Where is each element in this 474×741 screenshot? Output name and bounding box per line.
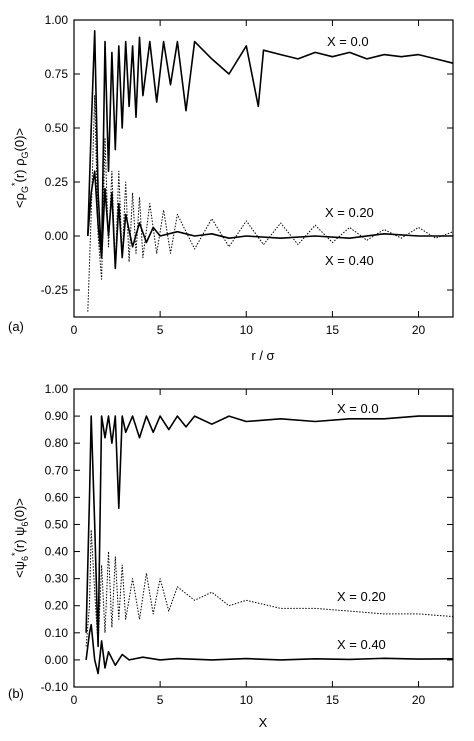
panel-b: 0 5 10 15 20 -0.10 0.00 0.10 0.20 0.30 0.40 0.50 0.6… xyxy=(8,382,454,730)
b-y-tick-label: 0.40 xyxy=(45,545,69,559)
a-series xyxy=(87,29,454,312)
a-y-tick-label: 1.00 xyxy=(45,13,69,27)
a-ylabel-part-1: G xyxy=(20,186,30,193)
b-series-x040 xyxy=(85,623,454,675)
a-series-x00 xyxy=(87,29,454,259)
b-series xyxy=(85,415,454,675)
b-y-tick-label: 0.00 xyxy=(45,653,69,667)
a-ticks: 0 5 10 15 20 -0.25 0.00 0.25 0.50 0.75 1.00 xyxy=(41,13,453,337)
b-y-tick-label: 0.50 xyxy=(45,517,69,531)
b-ylabel-part-5: (0)> xyxy=(12,498,27,521)
a-ylabel-part-3: (r) ρ xyxy=(12,158,27,182)
a-y-axis-label: <ρG*(r) ρG(0)> xyxy=(10,128,30,208)
b-x-tick-label: 20 xyxy=(412,693,426,707)
b-x-tick-label: 10 xyxy=(240,693,254,707)
a-x-tick-label: 15 xyxy=(326,323,340,337)
b-y-axis-label: <ψ6*(r) ψ6(0)> xyxy=(10,498,30,578)
b-y-tick-label: 0.90 xyxy=(45,409,69,423)
a-ylabel-part-4: G xyxy=(20,151,30,158)
b-x-tick-label: 15 xyxy=(326,693,340,707)
b-y-tick-label: 0.60 xyxy=(45,490,69,504)
a-ylabel-part-5: (0)> xyxy=(12,128,27,151)
b-y-tick-label: 0.70 xyxy=(45,463,69,477)
a-x-tick-label: 10 xyxy=(240,323,254,337)
panel-a: 0 5 10 15 20 -0.25 0.00 0.25 0.50 0.75 1.00 (a) r … xyxy=(8,13,454,363)
a-x-tick-label: 5 xyxy=(157,323,164,337)
a-y-tick-label: 0.25 xyxy=(45,175,69,189)
a-series-x020 xyxy=(87,95,454,312)
b-x-tick-label: 0 xyxy=(71,693,78,707)
a-series-x040 xyxy=(87,170,453,270)
a-annotation-x020: X = 0.20 xyxy=(325,205,374,220)
a-annotation-x040: X = 0.40 xyxy=(325,253,374,268)
b-series-x00 xyxy=(85,415,453,648)
b-annotation-x040: X = 0.40 xyxy=(337,637,386,652)
a-y-tick-label: 0.50 xyxy=(45,121,69,135)
a-ylabel-part-2: * xyxy=(10,182,20,186)
b-ylabel-part-1: 6 xyxy=(20,556,30,561)
b-x-axis-label: X xyxy=(259,715,268,730)
b-y-tick-label: 0.30 xyxy=(45,572,69,586)
a-x-tick-label: 20 xyxy=(412,323,426,337)
b-y-tick-label: 1.00 xyxy=(45,382,69,396)
b-ylabel-part-2: * xyxy=(10,552,20,556)
b-annotation-x00: X = 0.0 xyxy=(337,401,379,416)
b-x-tick-label: 5 xyxy=(157,693,164,707)
a-y-tick-label: 0.00 xyxy=(45,229,69,243)
b-series-x020 xyxy=(85,529,454,647)
a-y-tick-label: -0.25 xyxy=(41,283,69,297)
b-y-tick-label: 0.20 xyxy=(45,599,69,613)
b-ylabel-part-0: <ψ xyxy=(12,561,27,578)
b-ylabel-part-3: (r) ψ xyxy=(12,527,27,553)
a-annotation-x00: X = 0.0 xyxy=(327,34,369,49)
b-y-tick-label: 0.10 xyxy=(45,626,69,640)
a-y-tick-label: 0.75 xyxy=(45,67,69,81)
a-ylabel-part-0: <ρ xyxy=(12,193,27,208)
b-y-tick-label: -0.10 xyxy=(41,680,69,694)
b-ylabel-part-4: 6 xyxy=(20,522,30,527)
plot-frame-a xyxy=(73,19,454,318)
a-panel-label: (a) xyxy=(8,319,24,334)
a-x-axis-label: r / σ xyxy=(251,348,274,363)
b-ticks: 0 5 10 15 20 -0.10 0.00 0.10 0.20 0.30 0.40 0.50 0.6… xyxy=(41,382,453,707)
b-y-tick-label: 0.80 xyxy=(45,436,69,450)
a-x-tick-label: 0 xyxy=(71,323,78,337)
b-panel-label: (b) xyxy=(8,686,24,701)
b-annotation-x020: X = 0.20 xyxy=(337,589,386,604)
plot-frame-b xyxy=(73,388,454,688)
